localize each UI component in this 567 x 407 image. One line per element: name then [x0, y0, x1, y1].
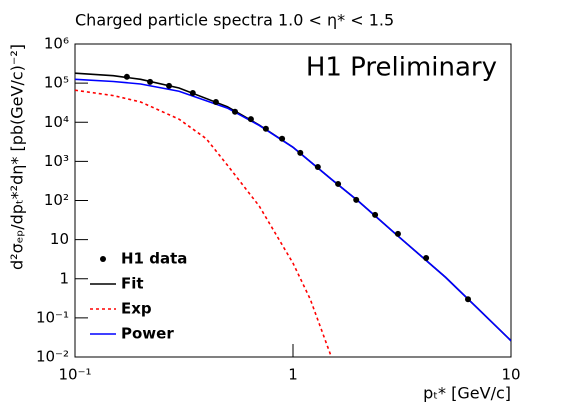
y-tick-label: 10⁻²	[36, 348, 69, 366]
data-point	[314, 163, 321, 170]
y-tick-label: 10⁶	[44, 35, 69, 53]
x-tick-label: 10⁻¹	[58, 366, 91, 384]
data-point	[262, 125, 269, 132]
data-point	[212, 98, 219, 105]
chart-title: Charged particle spectra 1.0 < η* < 1.5	[75, 11, 394, 30]
data-point	[335, 180, 342, 187]
data-point	[279, 135, 286, 142]
data-point	[353, 196, 360, 203]
legend-label: Fit	[121, 275, 144, 293]
y-tick-label: 10²	[44, 191, 69, 209]
y-tick-label: 1	[59, 269, 69, 287]
y-tick-label: 10⁴	[44, 113, 69, 131]
y-tick-label: 10³	[44, 152, 69, 170]
data-point	[147, 78, 154, 85]
y-tick-label: 10⁻¹	[36, 308, 69, 326]
data-point	[394, 230, 401, 237]
legend-label: Power	[121, 325, 174, 343]
data-point	[297, 149, 304, 156]
legend-marker	[100, 256, 106, 262]
data-point	[166, 82, 173, 89]
fit-line	[75, 89, 333, 357]
y-tick-label: 10⁵	[44, 74, 69, 92]
legend-label: Exp	[121, 300, 152, 318]
data-point	[372, 211, 379, 218]
legend-label: H1 data	[121, 250, 187, 268]
data-point	[232, 108, 239, 115]
annotation: H1 Preliminary	[306, 53, 497, 83]
x-tick-label: 10	[501, 366, 520, 384]
x-axis-label: pₜ* [GeV/c]	[423, 384, 511, 403]
y-tick-label: 10	[50, 230, 69, 248]
fit-line	[75, 78, 511, 342]
y-axis-label: d²σₑₚ/dpₜ*²dη* [pb(GeV/c)⁻²]	[8, 44, 27, 270]
x-tick-label: 1	[288, 366, 298, 384]
data-point	[423, 254, 430, 261]
data-point	[465, 296, 472, 303]
plot-area	[75, 72, 511, 357]
data-point	[189, 89, 196, 96]
data-point	[247, 116, 254, 123]
data-point	[123, 73, 130, 80]
